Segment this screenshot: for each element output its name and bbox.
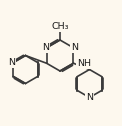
Text: N: N [8,58,15,67]
Text: NH: NH [77,59,91,68]
Text: N: N [42,43,49,52]
Text: N: N [71,43,78,52]
Text: CH₃: CH₃ [51,22,69,31]
Text: N: N [86,93,93,102]
